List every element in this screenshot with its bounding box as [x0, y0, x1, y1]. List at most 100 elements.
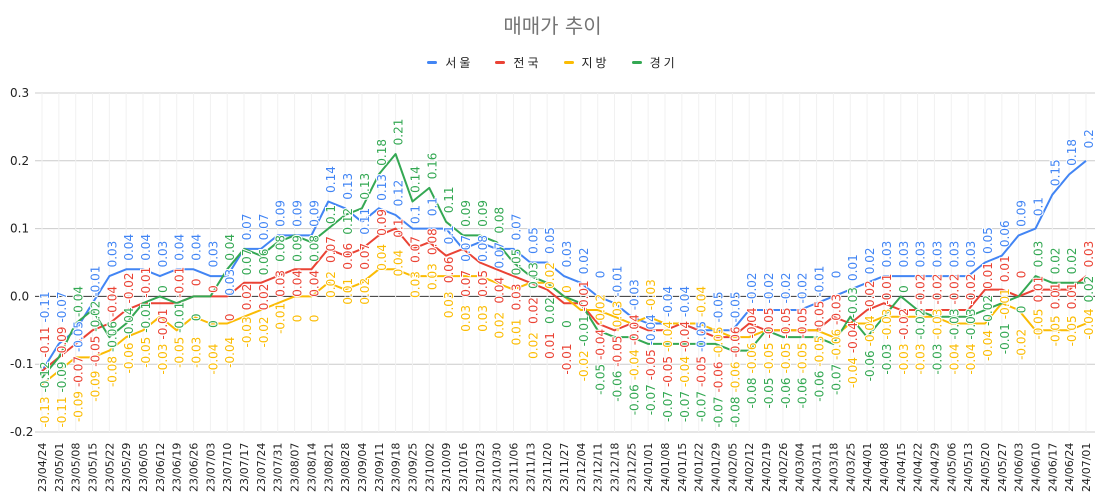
data-label: -0.01 [139, 267, 153, 298]
legend-label: 경기 [649, 56, 678, 70]
data-label: -0.07 [712, 396, 726, 427]
data-label: 0 [190, 313, 204, 321]
data-label: -0.06 [122, 342, 136, 373]
data-label: 0.07 [358, 243, 372, 270]
data-label: -0.06 [829, 329, 843, 360]
data-label: 0.06 [341, 243, 355, 270]
legend-item[interactable]: 서울 [427, 54, 473, 71]
data-label: -0.06 [611, 371, 625, 402]
data-label: 0.07 [257, 214, 271, 241]
data-label: -0.05 [796, 342, 810, 373]
data-label: 0.21 [392, 119, 406, 146]
data-label: 0.03 [560, 241, 574, 268]
data-label: 0.02 [1048, 247, 1062, 274]
x-tick-label: 23/10/16 [457, 443, 470, 492]
data-label: 0.02 [863, 247, 877, 274]
data-label: -0.07 [695, 391, 709, 422]
data-label: -0.07 [829, 364, 843, 395]
data-label: 0 [560, 320, 574, 328]
data-label: 0.04 [291, 270, 305, 297]
data-label: 0.02 [324, 271, 338, 298]
data-label: -0.04 [122, 307, 136, 338]
data-label: 0.04 [223, 234, 237, 261]
data-label: 0 [1015, 306, 1029, 314]
x-tick-label: 23/08/07 [289, 443, 302, 492]
data-label: 0.09 [274, 200, 288, 227]
data-label: 0.08 [476, 235, 490, 262]
data-label: -0.05 [779, 342, 793, 373]
data-label: -0.11 [38, 291, 52, 322]
data-label: 0.03 [526, 262, 540, 289]
data-label: -0.02 [122, 272, 136, 303]
x-tick-label: 24/02/19 [760, 443, 773, 492]
x-tick-label: 24/06/17 [1046, 443, 1059, 492]
data-label: 0.12 [341, 208, 355, 235]
data-label: -0.02 [964, 274, 978, 305]
data-label: 0.09 [459, 200, 473, 227]
data-label: 0 [307, 315, 321, 323]
data-label: -0.09 [89, 371, 103, 402]
x-tick-label: 23/05/08 [70, 443, 83, 492]
data-label: -0.05 [779, 307, 793, 338]
x-tick-label: 23/05/15 [87, 443, 100, 492]
legend-item[interactable]: 경기 [631, 54, 678, 71]
x-tick-label: 24/03/25 [844, 443, 857, 492]
legend-item[interactable]: 지방 [563, 54, 610, 71]
data-label: 0.03 [105, 241, 119, 268]
data-label: -0.04 [678, 321, 692, 352]
x-tick-label: 23/12/25 [625, 443, 638, 492]
data-label: -0.03 [880, 344, 894, 375]
data-label: 0.07 [240, 249, 254, 276]
y-tick-label: -0.2 [10, 425, 33, 439]
x-tick-label: 23/10/02 [423, 443, 436, 492]
data-label: -0.01 [880, 274, 894, 305]
data-label: 0.04 [392, 250, 406, 277]
data-label: 0 [190, 278, 204, 286]
series-line-경기 [41, 153, 1086, 379]
data-label: -0.02 [930, 274, 944, 305]
x-tick-label: 23/07/24 [255, 443, 268, 492]
data-label: 0.09 [307, 200, 321, 227]
data-label: -0.05 [762, 307, 776, 338]
data-label: -0.04 [206, 344, 220, 375]
x-tick-label: 23/05/22 [103, 443, 116, 492]
x-tick-label: 24/01/08 [659, 443, 672, 492]
data-label: 0.13 [358, 173, 372, 200]
data-label: -0.08 [105, 356, 119, 387]
data-label: 0.04 [493, 277, 507, 304]
data-label: -0.03 [930, 344, 944, 375]
data-label: -0.03 [930, 309, 944, 340]
data-label: -0.09 [72, 391, 86, 422]
data-label: -0.13 [38, 396, 52, 427]
data-label: 0.06 [442, 256, 456, 283]
data-label: -0.06 [105, 321, 119, 352]
data-label: -0.04 [964, 344, 978, 375]
x-tick-label: 23/09/04 [356, 443, 369, 492]
data-label: 0.08 [493, 207, 507, 234]
data-label: 0.07 [509, 214, 523, 241]
x-tick-label: 23/11/20 [541, 443, 554, 492]
data-label: -0.11 [38, 326, 52, 357]
legend-swatch [563, 61, 574, 64]
data-label: 0.03 [964, 241, 978, 268]
x-tick-label: 23/06/26 [188, 443, 201, 492]
data-label: 0.02 [240, 284, 254, 311]
x-tick-label: 23/07/31 [272, 443, 285, 492]
data-label: -0.05 [695, 356, 709, 387]
data-label: 0.02 [526, 297, 540, 324]
data-label: -0.06 [863, 350, 877, 381]
data-label: -0.02 [594, 294, 608, 325]
legend-item[interactable]: 전국 [495, 54, 541, 71]
x-tick-label: 23/07/17 [238, 443, 251, 492]
data-label: 0.01 [1065, 282, 1079, 309]
y-tick-label: 0.3 [10, 86, 29, 100]
data-label: -0.05 [712, 291, 726, 322]
data-label: 0.02 [577, 247, 591, 274]
data-label: 0.04 [139, 234, 153, 261]
x-tick-label: 24/06/10 [1029, 443, 1042, 492]
data-label: -0.01 [611, 266, 625, 297]
y-tick-label: 0.2 [10, 154, 29, 168]
data-label: -0.05 [1031, 309, 1045, 340]
data-label: -0.02 [914, 309, 928, 340]
data-label: -0.07 [55, 291, 69, 322]
